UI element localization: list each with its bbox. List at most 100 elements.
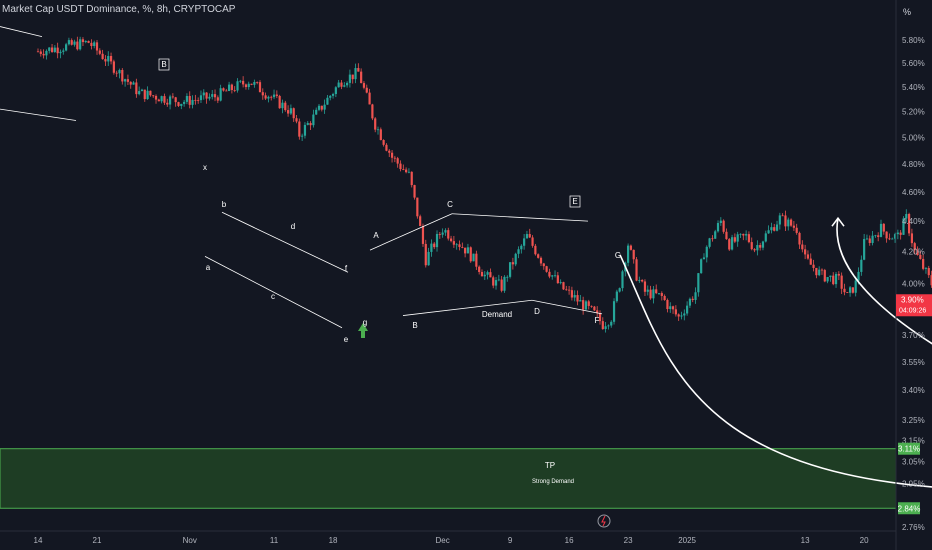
x-tick-label: 13 (801, 536, 810, 545)
x-tick-label: Nov (183, 536, 197, 545)
last-price-value: 3.90% (901, 295, 924, 304)
candle-body (256, 81, 259, 83)
candle-body (444, 230, 447, 233)
candle-body (730, 237, 734, 250)
candle-body (76, 41, 79, 50)
candle-body (101, 53, 104, 60)
candle-body (213, 94, 217, 98)
candle-body (601, 321, 604, 330)
candle-body (846, 292, 849, 294)
candle-body (596, 310, 599, 314)
candle-body (199, 95, 203, 101)
wave-label-d: d (291, 222, 295, 231)
wave-label-E: E (572, 197, 577, 206)
candle-body (464, 247, 467, 254)
candle-body (584, 301, 588, 310)
candle-body (818, 269, 821, 276)
candle-body (832, 275, 835, 285)
candle-body (770, 227, 773, 231)
candle-body (149, 90, 152, 96)
candle-body (700, 259, 703, 274)
triangle-line-b-d (402, 299, 533, 316)
candle-body (275, 94, 278, 96)
candle-body (239, 80, 242, 82)
time-axis[interactable]: 1421Nov1118Dec9162320251320Feb1017Mar (0, 530, 932, 545)
candle-body (520, 245, 523, 250)
y-tick-label: 5.60% (902, 59, 925, 68)
x-tick-label: 18 (329, 536, 338, 545)
x-tick-label: 11 (270, 536, 279, 545)
candle-body (65, 44, 68, 51)
candle-body (927, 268, 930, 276)
candle-body (604, 326, 607, 330)
candle-body (893, 234, 897, 239)
candle-body (694, 292, 697, 300)
x-tick-label: 9 (508, 536, 513, 545)
wave-label-b: b (222, 200, 227, 209)
price-axis[interactable]: 5.80% 5.60% 5.40% 5.20% 5.00% 4.80% 4.60% 4.40%… (895, 0, 932, 550)
candle-body (492, 277, 495, 286)
candle-body (562, 282, 565, 290)
candle-body (795, 227, 798, 233)
wave-label-B-top-box (158, 58, 170, 71)
candle-body (910, 233, 914, 244)
candle-body (281, 102, 284, 109)
candle-body (888, 238, 891, 240)
channel-upper-line (221, 211, 349, 273)
candle-body (334, 87, 337, 94)
candle-body (801, 244, 804, 250)
candle-body (500, 279, 503, 291)
candle-body (109, 56, 113, 62)
triangle-line-c-e (451, 213, 589, 222)
wave-label-f: f (345, 264, 348, 273)
candle-body (354, 68, 357, 80)
candle-body (419, 216, 422, 227)
candle-body (230, 84, 233, 90)
candle-body (405, 169, 408, 173)
candle-body (531, 237, 534, 246)
candle-body (612, 301, 616, 322)
candle-body (615, 291, 618, 302)
candle-body (570, 290, 573, 298)
strong-demand-label: Strong Demand (532, 479, 574, 485)
candle-body (433, 243, 436, 248)
candle-body (435, 234, 439, 248)
candle-body (773, 227, 776, 231)
candle-body (885, 231, 888, 239)
candle-body (152, 95, 155, 97)
candle-body (826, 277, 829, 282)
y-tick-label: 4.40% (902, 217, 925, 226)
candle-body (739, 233, 742, 235)
candle-body (104, 59, 107, 62)
candle-body (627, 245, 630, 263)
bolt-icon[interactable] (597, 514, 611, 528)
candle-body (688, 298, 692, 306)
candle-body (270, 96, 273, 98)
candle-body (728, 239, 731, 250)
candle-body (410, 171, 413, 186)
candle-body (497, 279, 500, 281)
candle-body (657, 293, 661, 294)
candle-body (598, 313, 602, 322)
candle-body (610, 321, 613, 326)
x-tick-label: 2025 (678, 536, 696, 545)
candle-body (525, 234, 529, 239)
candle-body (879, 223, 883, 237)
candle-body (107, 56, 110, 62)
candle-body (329, 95, 332, 98)
candle-body (489, 272, 492, 278)
candle-body (905, 214, 908, 219)
candle-body (857, 271, 860, 281)
candle-body (607, 325, 610, 327)
candle-body (908, 214, 911, 234)
candle-body (171, 96, 174, 98)
candle-body (126, 79, 130, 82)
candle-body (247, 83, 250, 88)
candle-body (360, 71, 363, 84)
candle-body (140, 89, 144, 92)
candle-body (157, 99, 160, 102)
candle-body (621, 271, 624, 289)
candle-body (253, 81, 256, 85)
candle-body (551, 275, 554, 277)
